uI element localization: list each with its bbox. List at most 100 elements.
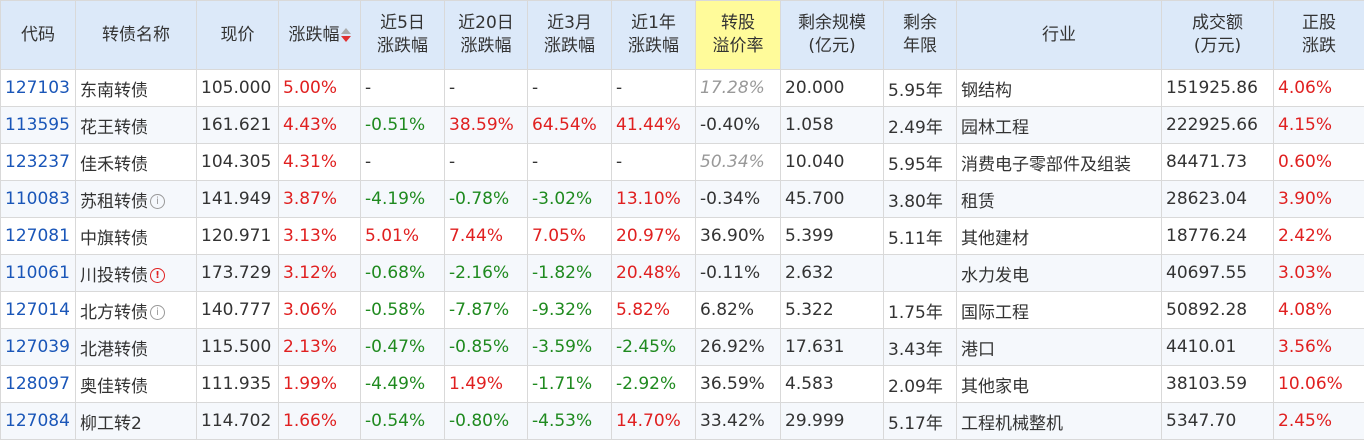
col-header-remaining-scale[interactable]: 剩余规模(亿元) <box>781 1 884 70</box>
change-cell: 3.87% <box>279 181 361 218</box>
bond-code-link[interactable]: 127014 <box>1 292 76 329</box>
bond-name-cell[interactable]: 柳工转2 <box>76 403 197 440</box>
remaining-scale-cell: 29.999 <box>781 403 884 440</box>
bond-name-cell[interactable]: 北港转债 <box>76 329 197 366</box>
20d-change-cell: - <box>445 70 528 107</box>
stock-change-cell: 4.15% <box>1274 107 1364 144</box>
20d-change-cell: 1.49% <box>445 366 528 403</box>
col-header-remaining-years[interactable]: 剩余年限 <box>884 1 957 70</box>
20d-change-cell: - <box>445 144 528 181</box>
change-cell: 1.99% <box>279 366 361 403</box>
col-header-3m-change[interactable]: 近3月涨跌幅 <box>528 1 612 70</box>
bond-code-link[interactable]: 127084 <box>1 403 76 440</box>
col-header-industry[interactable]: 行业 <box>957 1 1162 70</box>
3m-change-cell: 64.54% <box>528 107 612 144</box>
change-cell: 2.13% <box>279 329 361 366</box>
bond-name-cell[interactable]: 中旗转债 <box>76 218 197 255</box>
20d-change-cell: -0.80% <box>445 403 528 440</box>
5d-change-cell: -4.19% <box>361 181 445 218</box>
warning-icon[interactable]: ! <box>150 268 165 283</box>
change-cell: 4.31% <box>279 144 361 181</box>
5d-change-cell: - <box>361 70 445 107</box>
stock-change-cell: 2.42% <box>1274 218 1364 255</box>
info-icon[interactable]: i <box>150 305 165 320</box>
bond-code-link[interactable]: 127103 <box>1 70 76 107</box>
premium-cell: 17.28% <box>696 70 781 107</box>
20d-change-cell: 38.59% <box>445 107 528 144</box>
3m-change-cell: 7.05% <box>528 218 612 255</box>
bond-name-cell[interactable]: 奥佳转债 <box>76 366 197 403</box>
col-header-20d-change[interactable]: 近20日涨跌幅 <box>445 1 528 70</box>
volume-cell: 151925.86 <box>1162 70 1274 107</box>
industry-cell: 港口 <box>957 329 1162 366</box>
col-header-stock-change[interactable]: 正股涨跌 <box>1274 1 1364 70</box>
bond-code-link[interactable]: 110061 <box>1 255 76 292</box>
price-cell: 173.729 <box>197 255 279 292</box>
volume-cell: 222925.66 <box>1162 107 1274 144</box>
1y-change-cell: 5.82% <box>612 292 696 329</box>
bond-name-cell[interactable]: 东南转债 <box>76 70 197 107</box>
3m-change-cell: -3.02% <box>528 181 612 218</box>
20d-change-cell: -0.85% <box>445 329 528 366</box>
bond-code-link[interactable]: 128097 <box>1 366 76 403</box>
bond-code-link[interactable]: 113595 <box>1 107 76 144</box>
3m-change-cell: - <box>528 70 612 107</box>
stock-change-cell: 3.03% <box>1274 255 1364 292</box>
volume-cell: 38103.59 <box>1162 366 1274 403</box>
premium-cell: 36.59% <box>696 366 781 403</box>
col-header-name[interactable]: 转债名称 <box>76 1 197 70</box>
remaining-scale-cell: 45.700 <box>781 181 884 218</box>
col-header-5d-change[interactable]: 近5日涨跌幅 <box>361 1 445 70</box>
3m-change-cell: -1.82% <box>528 255 612 292</box>
industry-cell: 钢结构 <box>957 70 1162 107</box>
remaining-years-cell: 3.80年 <box>884 181 957 218</box>
industry-cell: 园林工程 <box>957 107 1162 144</box>
col-header-change[interactable]: 涨跌幅 <box>279 1 361 70</box>
bond-code-link[interactable]: 127039 <box>1 329 76 366</box>
info-icon[interactable]: i <box>150 194 165 209</box>
col-header-volume[interactable]: 成交额(万元) <box>1162 1 1274 70</box>
bond-code-link[interactable]: 110083 <box>1 181 76 218</box>
price-cell: 105.000 <box>197 70 279 107</box>
stock-change-cell: 3.90% <box>1274 181 1364 218</box>
bond-name-cell[interactable]: 川投转债! <box>76 255 197 292</box>
premium-cell: 50.34% <box>696 144 781 181</box>
col-header-1y-change[interactable]: 近1年涨跌幅 <box>612 1 696 70</box>
5d-change-cell: -0.47% <box>361 329 445 366</box>
bond-name-cell[interactable]: 佳禾转债 <box>76 144 197 181</box>
change-cell: 1.66% <box>279 403 361 440</box>
20d-change-cell: 7.44% <box>445 218 528 255</box>
change-cell: 3.06% <box>279 292 361 329</box>
1y-change-cell: - <box>612 144 696 181</box>
1y-change-cell: - <box>612 70 696 107</box>
bond-code-link[interactable]: 127081 <box>1 218 76 255</box>
premium-cell: -0.40% <box>696 107 781 144</box>
price-cell: 115.500 <box>197 329 279 366</box>
sort-desc-icon[interactable] <box>341 28 351 42</box>
remaining-scale-cell: 20.000 <box>781 70 884 107</box>
col-header-price[interactable]: 现价 <box>197 1 279 70</box>
volume-cell: 4410.01 <box>1162 329 1274 366</box>
price-cell: 120.971 <box>197 218 279 255</box>
col-header-code[interactable]: 代码 <box>1 1 76 70</box>
bond-name-cell[interactable]: 花王转债 <box>76 107 197 144</box>
industry-cell: 其他家电 <box>957 366 1162 403</box>
price-cell: 104.305 <box>197 144 279 181</box>
1y-change-cell: 41.44% <box>612 107 696 144</box>
col-header-premium[interactable]: 转股溢价率 <box>696 1 781 70</box>
bond-code-link[interactable]: 123237 <box>1 144 76 181</box>
